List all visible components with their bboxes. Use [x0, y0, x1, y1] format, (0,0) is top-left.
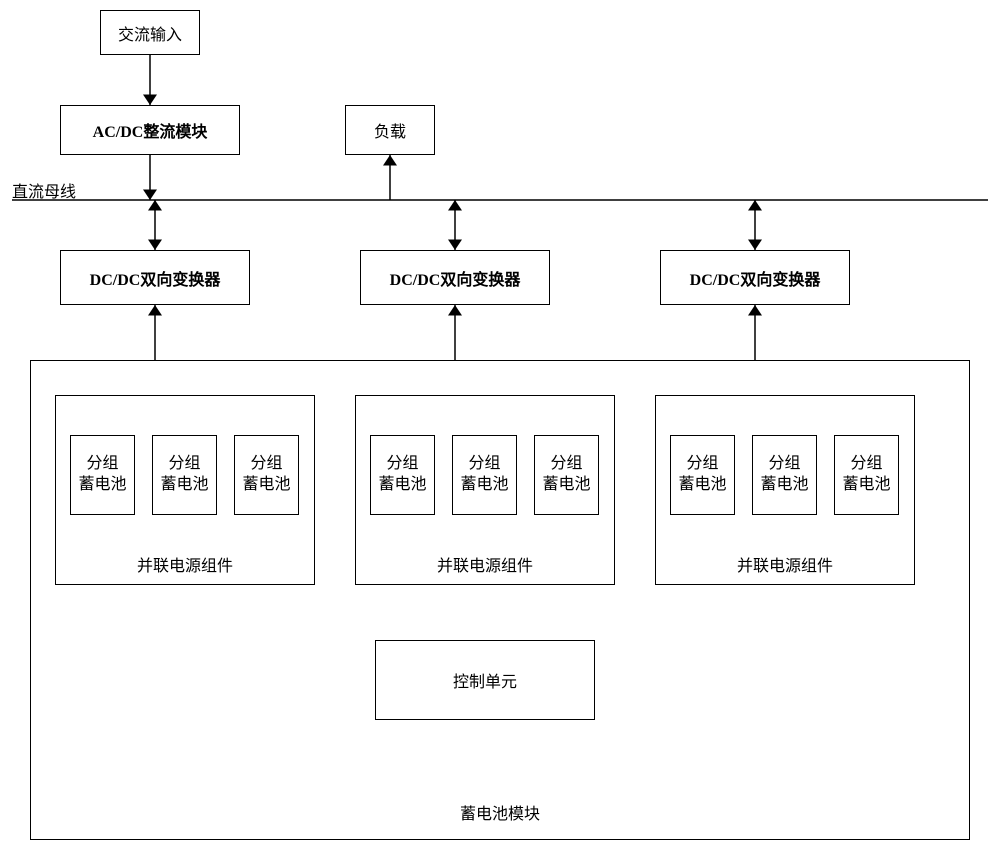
node-load: 负载 — [345, 105, 435, 155]
label-cell: 分组 蓄电池 — [678, 454, 726, 496]
label-group-1: 并联电源组件 — [55, 552, 315, 576]
label-cell: 分组 蓄电池 — [378, 454, 426, 496]
node-cell: 分组 蓄电池 — [670, 435, 735, 515]
label-busbar: 直流母线 — [12, 178, 76, 202]
node-dcdc-2: DC/DC双向变换器 — [360, 250, 550, 305]
label-cell: 分组 蓄电池 — [160, 454, 208, 496]
label-control: 控制单元 — [453, 668, 517, 692]
node-ac-input: 交流输入 — [100, 10, 200, 55]
label-cell: 分组 蓄电池 — [760, 454, 808, 496]
node-cell: 分组 蓄电池 — [152, 435, 217, 515]
node-cell: 分组 蓄电池 — [452, 435, 517, 515]
label-module-outer: 蓄电池模块 — [0, 800, 1000, 824]
label-dcdc-1: DC/DC双向变换器 — [90, 266, 221, 290]
label-dcdc-3: DC/DC双向变换器 — [690, 266, 821, 290]
label-cell: 分组 蓄电池 — [842, 454, 890, 496]
label-cell: 分组 蓄电池 — [460, 454, 508, 496]
node-cell: 分组 蓄电池 — [370, 435, 435, 515]
label-cell: 分组 蓄电池 — [242, 454, 290, 496]
label-cell: 分组 蓄电池 — [542, 454, 590, 496]
label-load: 负载 — [374, 118, 406, 142]
node-dcdc-1: DC/DC双向变换器 — [60, 250, 250, 305]
label-cell: 分组 蓄电池 — [78, 454, 126, 496]
node-cell: 分组 蓄电池 — [70, 435, 135, 515]
node-control: 控制单元 — [375, 640, 595, 720]
node-cell: 分组 蓄电池 — [752, 435, 817, 515]
label-ac-input: 交流输入 — [118, 21, 182, 45]
node-ac-dc: AC/DC整流模块 — [60, 105, 240, 155]
node-dcdc-3: DC/DC双向变换器 — [660, 250, 850, 305]
node-cell: 分组 蓄电池 — [234, 435, 299, 515]
node-cell: 分组 蓄电池 — [534, 435, 599, 515]
label-ac-dc: AC/DC整流模块 — [93, 118, 208, 142]
label-group-3: 并联电源组件 — [655, 552, 915, 576]
label-group-2: 并联电源组件 — [355, 552, 615, 576]
label-dcdc-2: DC/DC双向变换器 — [390, 266, 521, 290]
node-cell: 分组 蓄电池 — [834, 435, 899, 515]
